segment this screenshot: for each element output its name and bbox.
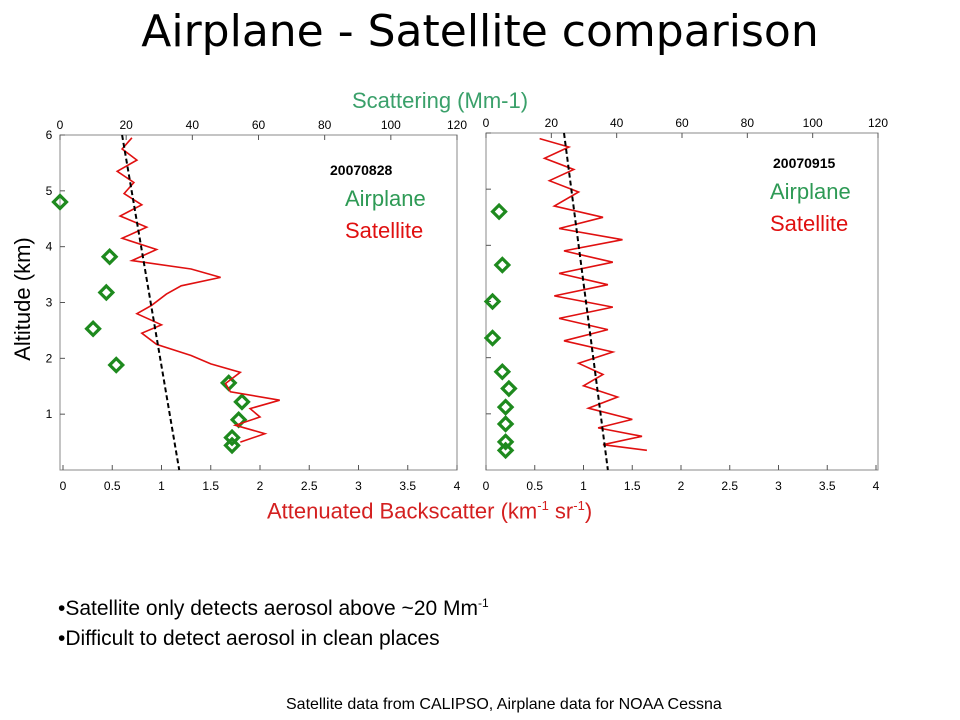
bottom-tick-label: 1.5	[624, 479, 641, 493]
y-tick-label: 6	[46, 128, 53, 142]
bottom-tick-label: 2.5	[721, 479, 738, 493]
airplane-point	[51, 193, 69, 211]
airplane-point	[493, 362, 512, 381]
bottom-tick-label: 0.5	[104, 479, 121, 493]
bottom-tick-label: 1	[580, 479, 587, 493]
airplane-point	[107, 356, 126, 374]
top-tick-label: 0	[483, 116, 490, 130]
bullet-item: •Difficult to detect aerosol in clean pl…	[58, 627, 440, 650]
top-tick-label: 60	[252, 118, 266, 132]
airplane-point	[496, 433, 515, 451]
top-tick-label: 40	[186, 118, 200, 132]
top-tick-label: 120	[447, 118, 467, 132]
bottom-tick-label: 3	[355, 479, 362, 493]
bottom-tick-label: 3	[775, 479, 782, 493]
top-tick-label: 40	[610, 116, 624, 130]
bottom-tick-label: 0	[60, 479, 67, 493]
bottom-tick-label: 3.5	[819, 479, 836, 493]
airplane-point	[496, 398, 515, 416]
bottom-tick-label: 2.5	[301, 479, 318, 493]
y-tick-label: 5	[46, 184, 53, 198]
satellite-profile-line	[539, 137, 648, 452]
airplane-point	[496, 441, 515, 460]
top-tick-label: 60	[675, 116, 689, 130]
bottom-tick-label: 4	[454, 479, 461, 493]
airplane-point	[223, 436, 241, 455]
airplane-point	[493, 256, 512, 274]
top-tick-label: 20	[545, 116, 559, 130]
y-tick-label: 4	[46, 240, 53, 254]
airplane-point	[97, 283, 116, 302]
top-tick-label: 100	[381, 118, 401, 132]
top-tick-label: 80	[318, 118, 332, 132]
airplane-point	[100, 247, 119, 266]
footnote: Satellite data from CALIPSO, Airplane da…	[286, 696, 722, 713]
bottom-axis-label: Attenuated Backscatter (km-1 sr-1)	[267, 498, 593, 524]
bottom-tick-label: 0	[483, 479, 490, 493]
legend-satellite: Satellite	[770, 211, 848, 236]
fit-trend-line	[563, 132, 609, 471]
bullet-item: •Satellite only detects aerosol above ~2…	[58, 596, 489, 620]
fit-trend-line	[121, 134, 181, 471]
top-tick-label: 120	[868, 116, 888, 130]
bottom-tick-label: 0.5	[526, 479, 543, 493]
airplane-point	[490, 202, 508, 221]
y-tick-label: 1	[46, 407, 53, 421]
satellite-profile-line	[115, 137, 280, 443]
bottom-tick-label: 4	[873, 479, 880, 493]
bottom-tick-label: 1	[158, 479, 165, 493]
top-tick-label: 0	[57, 118, 64, 132]
bottom-tick-label: 3.5	[399, 479, 416, 493]
top-tick-label: 20	[119, 118, 133, 132]
airplane-point	[84, 319, 102, 338]
airplane-point	[223, 428, 241, 447]
top-tick-label: 100	[803, 116, 823, 130]
bottom-tick-label: 2	[257, 479, 264, 493]
left-panel: 0 20 40 60 80 100 120 0 0.5 1 1.5 2 2.5 3 3.5 4 1 2 3 4 5 6 20…	[46, 118, 468, 493]
bottom-tick-label: 2	[678, 479, 685, 493]
bottom-tick-label: 1.5	[202, 479, 219, 493]
date-label: 20070915	[773, 155, 836, 171]
airplane-point	[500, 379, 518, 398]
top-axis-label: Scattering (Mm-1)	[352, 88, 529, 113]
top-tick-label: 80	[741, 116, 755, 130]
legend-airplane: Airplane	[770, 179, 851, 204]
legend-satellite: Satellite	[345, 218, 423, 243]
right-panel: 0 20 40 60 80 100 120 0 0.5 1 1.5 2 2.5 3 3.5 4 20070915…	[483, 116, 889, 493]
airplane-point	[496, 415, 515, 433]
legend-airplane: Airplane	[345, 186, 426, 211]
airplane-point	[483, 292, 502, 311]
y-tick-label: 3	[46, 296, 53, 310]
date-label: 20070828	[330, 162, 393, 178]
y-tick-label: 2	[46, 351, 53, 365]
slide-title: Airplane - Satellite comparison	[141, 6, 819, 57]
airplane-point	[483, 329, 502, 347]
airplane-point	[233, 393, 251, 411]
bullet-list: •Satellite only detects aerosol above ~2…	[58, 588, 489, 654]
